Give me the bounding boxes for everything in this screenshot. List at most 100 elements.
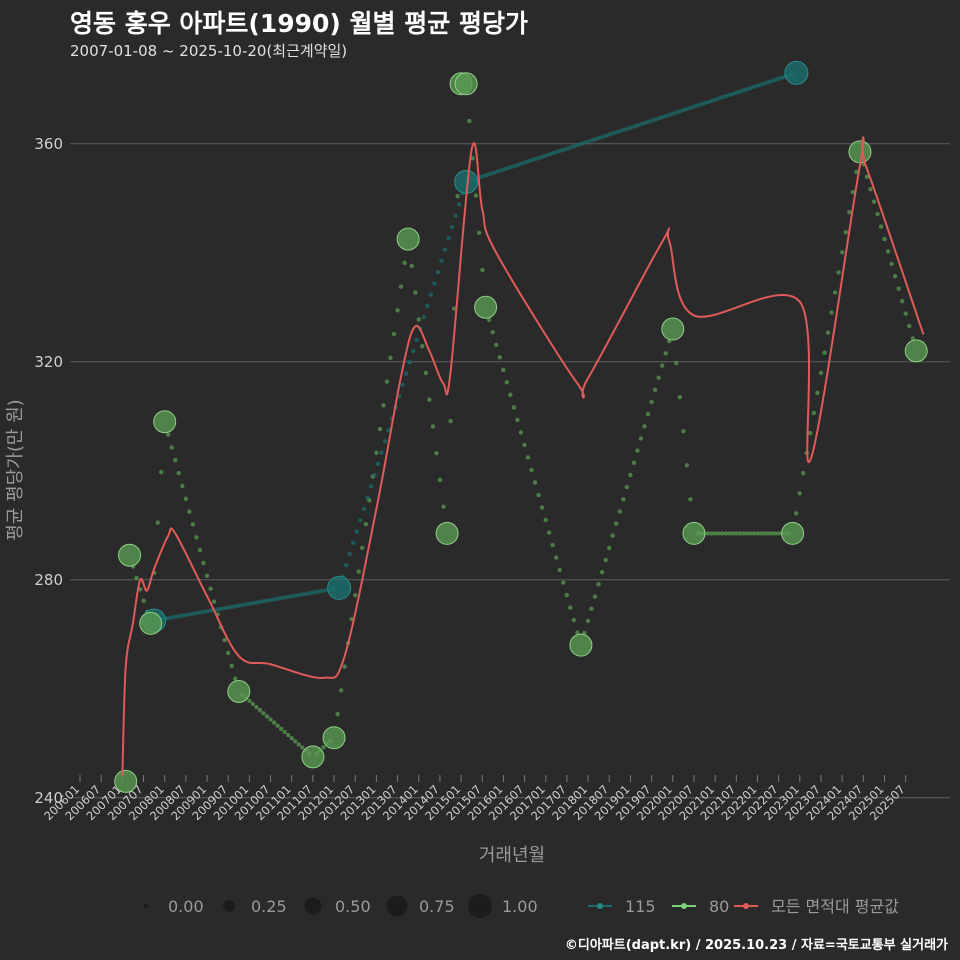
- series-115-dot: [759, 82, 764, 87]
- series-80-dot: [233, 676, 238, 681]
- series-80-dot: [353, 593, 358, 598]
- series-80-dot: [751, 531, 757, 536]
- series-115-dot: [544, 153, 550, 158]
- series-80-dot: [571, 617, 577, 623]
- series-80-dot: [427, 397, 432, 402]
- series-80-dot: [836, 270, 841, 275]
- series-115-dot: [611, 130, 616, 136]
- series-115-dot: [379, 450, 384, 455]
- series-80-dot: [141, 598, 146, 603]
- series-80-connector-dots: [130, 118, 915, 756]
- series-115-dot: [347, 551, 352, 557]
- series-80-dot: [282, 729, 287, 735]
- series-115-dot: [407, 360, 412, 365]
- series-115-dot: [593, 136, 599, 142]
- series-115-dot: [558, 148, 564, 153]
- series-115-dot: [481, 173, 486, 179]
- series-115-dot: [660, 114, 666, 120]
- series-80-dot: [674, 360, 679, 366]
- series-80-dot: [550, 542, 555, 548]
- series-80-dot: [617, 509, 622, 514]
- series-115-dot: [262, 598, 267, 604]
- series-115-dot: [702, 100, 708, 106]
- series-80-dot: [765, 531, 771, 536]
- series-80-dot: [603, 557, 608, 563]
- series-80-dot: [467, 118, 472, 124]
- series-115-dot: [414, 337, 419, 342]
- series-115-dot: [343, 563, 349, 568]
- series-115-dot: [671, 111, 676, 116]
- series-80-dot: [875, 211, 880, 217]
- series-80-dot: [755, 531, 760, 536]
- average-line: [121, 136, 925, 776]
- series-115-dot: [548, 151, 553, 157]
- series-115-dot: [723, 93, 729, 99]
- legend: 0.00 0.25 0.50 0.75 1.00 115 80 모든 면적대 평균값: [143, 894, 899, 918]
- series-115-dot: [358, 518, 363, 523]
- series-115-dot: [361, 506, 367, 512]
- series-80-dot: [575, 630, 580, 635]
- series-80-dot: [197, 547, 203, 553]
- series-115-dot: [194, 610, 199, 616]
- series-115-dot: [646, 119, 652, 124]
- series-80-dot: [190, 522, 196, 527]
- legend-size-key: [468, 894, 492, 918]
- series-115-dot: [223, 605, 228, 611]
- series-80-dot: [204, 573, 210, 579]
- series-80-dot: [811, 410, 817, 416]
- series-80-dot: [296, 742, 301, 747]
- series-80-dot: [194, 535, 199, 540]
- series-115-dot: [354, 529, 359, 534]
- series-80-dot: [522, 442, 527, 448]
- series-80-dot: [734, 531, 739, 536]
- series-80-dot: [652, 387, 658, 393]
- series-115-dot: [255, 600, 260, 605]
- series-80-dot: [377, 426, 383, 432]
- legend-size-key: [223, 900, 235, 912]
- series-115-dot: [453, 213, 458, 218]
- series-80-dot: [360, 545, 365, 551]
- series-115-dot: [629, 125, 634, 130]
- series-80-dot: [384, 379, 390, 384]
- series-115-dot: [604, 133, 609, 138]
- series-80-dot: [546, 530, 552, 535]
- series-80-dot: [705, 531, 711, 536]
- legend-size-label: 1.00: [502, 897, 538, 916]
- series-80-dot: [645, 411, 651, 417]
- series-80-dot: [374, 450, 379, 456]
- series-80-dot: [741, 531, 746, 536]
- series-115-dot: [435, 269, 441, 275]
- series-115-dot: [251, 600, 256, 606]
- series-80-dot: [529, 467, 534, 473]
- series-80-dot: [882, 236, 887, 242]
- series-115-dot: [365, 495, 370, 500]
- series-80-dot: [480, 267, 485, 273]
- series-115-dot: [187, 612, 192, 617]
- series-80-dot: [398, 284, 404, 289]
- series-80-point: [682, 521, 706, 545]
- series-115-dot: [166, 615, 171, 621]
- series-115-dot: [572, 143, 578, 149]
- series-115-dot: [208, 608, 214, 613]
- series-115-dot: [780, 75, 785, 80]
- series-80-dot: [730, 531, 735, 536]
- series-80-point: [904, 339, 928, 363]
- series-80-dot: [434, 450, 439, 456]
- series-80-dot: [596, 582, 601, 587]
- legend-series-key-dot: [681, 903, 687, 909]
- series-115-dot: [600, 134, 606, 139]
- series-115-dot: [294, 593, 299, 598]
- series-80-dot: [864, 174, 870, 179]
- series-80-dot: [536, 492, 541, 498]
- series-115-dot: [226, 605, 232, 610]
- series-80-dot: [599, 570, 605, 575]
- series-80-point: [569, 633, 593, 657]
- legend-size-key: [304, 897, 322, 915]
- series-80-dot: [486, 317, 492, 322]
- series-80-dot: [211, 599, 217, 604]
- series-115-dot: [382, 439, 388, 444]
- legend-series-label: 80: [709, 897, 729, 916]
- series-80-dot: [797, 491, 802, 496]
- series-80-dot: [568, 605, 573, 610]
